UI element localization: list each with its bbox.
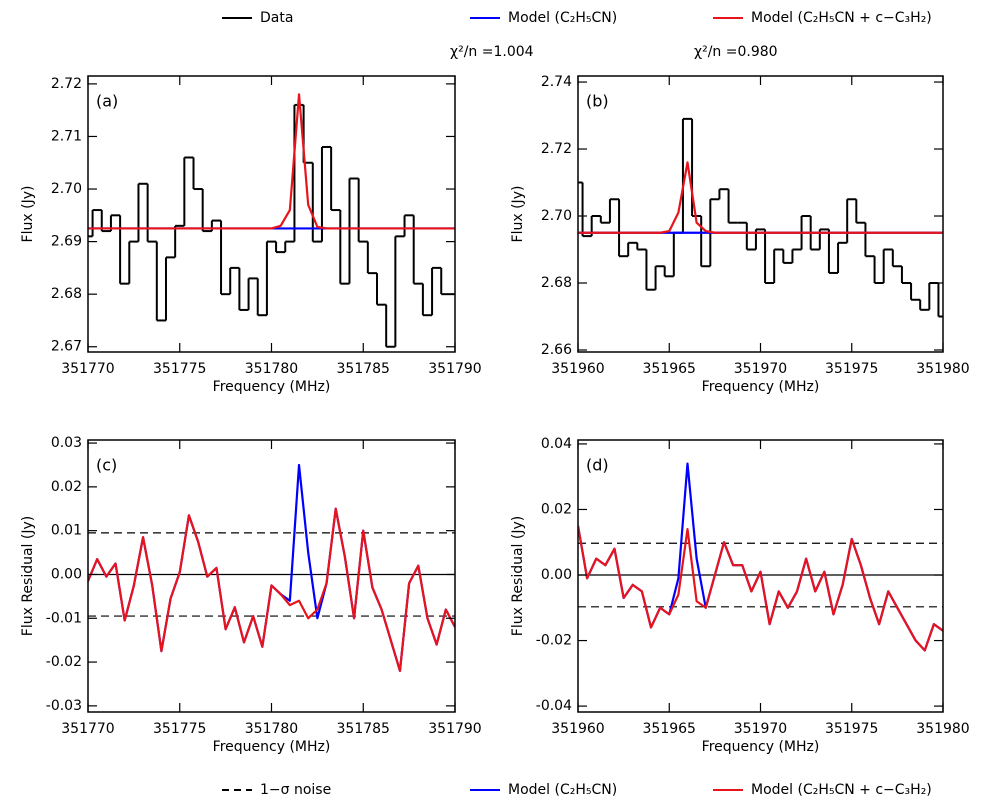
- y-tick-label: 2.72: [51, 76, 82, 92]
- y-tick-label: 2.66: [541, 342, 572, 358]
- model-line: [88, 93, 455, 230]
- y-axis-label: Flux (Jy): [20, 186, 36, 243]
- plot-frame: [577, 75, 944, 353]
- panel-label: (b): [586, 92, 609, 111]
- y-tick-label: -0.02: [46, 654, 82, 670]
- plot-frame: [87, 75, 456, 353]
- x-tick-label: 351775: [153, 361, 206, 377]
- plot-frame: [577, 439, 944, 713]
- y-tick-label: 2.70: [51, 181, 82, 197]
- x-tick-label: 351975: [825, 361, 878, 377]
- model-line: [578, 161, 943, 234]
- y-tick-label: -0.02: [536, 633, 572, 649]
- panel-label: (c): [96, 456, 117, 475]
- y-tick-label: 0.04: [541, 436, 572, 452]
- y-axis-label: Flux (Jy): [510, 186, 526, 243]
- y-tick-label: 2.70: [541, 208, 572, 224]
- y-axis-label: Flux Residual (Jy): [20, 516, 36, 636]
- x-tick-label: 351960: [551, 361, 604, 377]
- y-tick-label: -0.04: [536, 698, 572, 714]
- y-axis-label: Flux Residual (Jy): [510, 516, 526, 636]
- x-axis-label: Frequency (MHz): [702, 739, 820, 755]
- y-tick-label: 0.02: [51, 479, 82, 495]
- x-axis-label: Frequency (MHz): [702, 379, 820, 395]
- x-tick-label: 351785: [337, 721, 390, 737]
- y-tick-label: 2.74: [541, 74, 572, 90]
- y-tick-label: 0.02: [541, 501, 572, 517]
- y-tick-label: 2.68: [51, 286, 82, 302]
- x-tick-label: 351960: [551, 721, 604, 737]
- x-tick-label: 351965: [643, 721, 696, 737]
- x-tick-label: 351780: [245, 361, 298, 377]
- plot-area: [88, 93, 455, 348]
- y-tick-label: 2.71: [51, 128, 82, 144]
- y-tick-label: 0.03: [51, 435, 82, 451]
- legend-label: Data: [260, 10, 293, 26]
- y-tick-label: 2.68: [541, 275, 572, 291]
- panel-label: (d): [586, 456, 609, 475]
- x-tick-label: 351970: [734, 721, 787, 737]
- plot-area: [88, 463, 455, 672]
- y-tick-label: -0.03: [46, 698, 82, 714]
- chi-square-b: χ²/n =0.980: [694, 44, 778, 60]
- x-axis-label: Frequency (MHz): [213, 739, 331, 755]
- x-tick-label: 351980: [916, 361, 969, 377]
- x-tick-label: 351780: [245, 721, 298, 737]
- x-tick-label: 351770: [61, 721, 114, 737]
- legend-label: 1−σ noise: [260, 782, 331, 798]
- plot-area: [578, 117, 943, 318]
- y-tick-label: 0.00: [541, 567, 572, 583]
- model-line: [578, 525, 943, 652]
- x-axis-label: Frequency (MHz): [213, 379, 331, 395]
- legend-label: Model (C₂H₅CN): [508, 10, 617, 26]
- y-tick-label: 0.00: [51, 566, 82, 582]
- plot-frame: [87, 439, 456, 713]
- plot-area: [578, 462, 943, 652]
- y-tick-label: 2.67: [51, 339, 82, 355]
- y-tick-label: 0.01: [51, 523, 82, 539]
- legend-label: Model (C₂H₅CN + c−C₃H₂): [751, 10, 932, 26]
- step-connector: [91, 104, 443, 347]
- y-tick-label: 2.69: [51, 234, 82, 250]
- x-tick-label: 351975: [825, 721, 878, 737]
- legend-label: Model (C₂H₅CN): [508, 782, 617, 798]
- y-tick-label: 2.72: [541, 141, 572, 157]
- y-tick-label: -0.01: [46, 610, 82, 626]
- model-line: [88, 507, 455, 672]
- x-tick-label: 351775: [153, 721, 206, 737]
- x-tick-label: 351770: [61, 361, 114, 377]
- panel-label: (a): [96, 92, 118, 111]
- x-tick-label: 351980: [916, 721, 969, 737]
- x-tick-label: 351965: [643, 361, 696, 377]
- x-tick-label: 351790: [428, 721, 481, 737]
- x-tick-label: 351785: [337, 361, 390, 377]
- x-tick-label: 351790: [428, 361, 481, 377]
- x-tick-label: 351970: [734, 361, 787, 377]
- chi-square-a: χ²/n =1.004: [450, 44, 534, 60]
- legend-label: Model (C₂H₅CN + c−C₃H₂): [751, 782, 932, 798]
